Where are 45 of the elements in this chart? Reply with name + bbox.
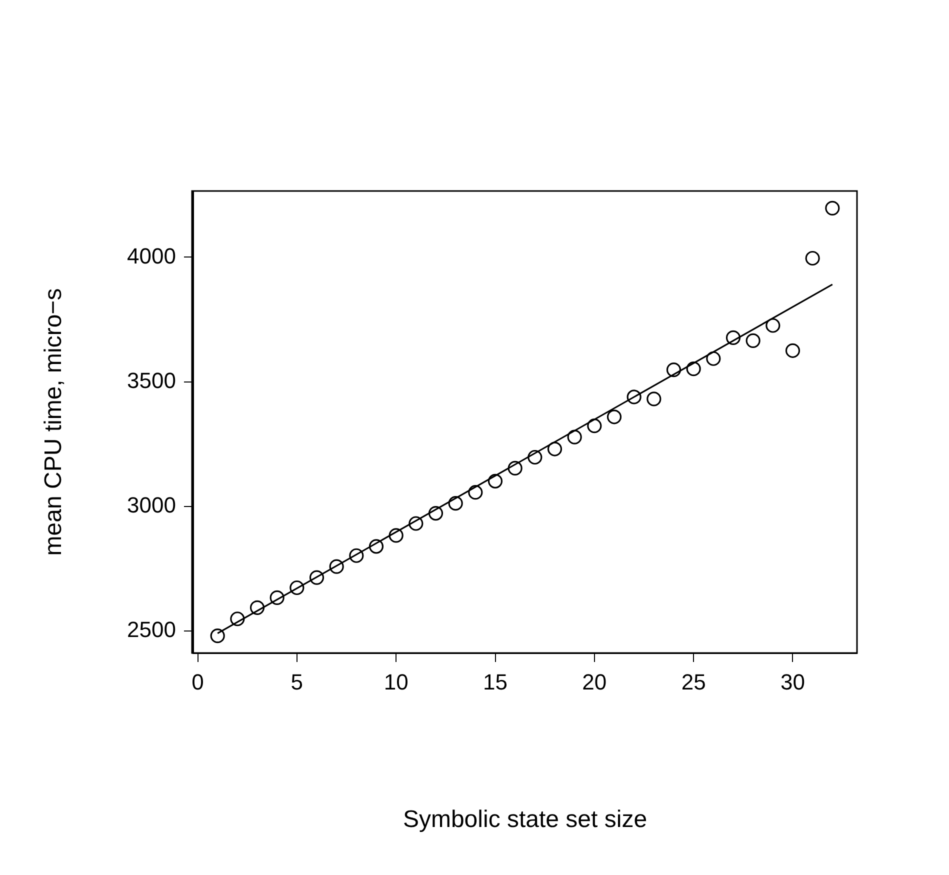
point	[567, 430, 582, 444]
point	[825, 200, 840, 216]
point	[408, 516, 424, 531]
point	[329, 559, 344, 574]
x-axis-title: Symbolic state set size	[402, 806, 648, 834]
point	[368, 539, 384, 554]
y-tick-label: 3500	[127, 368, 176, 393]
point	[706, 351, 721, 366]
point	[587, 418, 602, 434]
point	[468, 485, 483, 500]
point	[448, 496, 463, 511]
point	[626, 390, 642, 404]
x-tick-label: 10	[384, 669, 408, 694]
point	[508, 460, 522, 476]
point	[528, 450, 542, 465]
y-tick-label: 3000	[127, 492, 176, 518]
point	[349, 548, 364, 563]
y-tick-label: 2500	[127, 616, 176, 642]
x-tick-label: 5	[290, 669, 304, 694]
point	[686, 362, 701, 376]
point	[290, 580, 304, 596]
y-tick-label: 4000	[127, 243, 176, 268]
point	[210, 628, 225, 644]
point	[726, 330, 741, 345]
x-tick-label: 20	[582, 669, 607, 694]
point	[646, 392, 662, 406]
point	[766, 318, 780, 333]
point	[547, 442, 562, 456]
x-tick-label: 30	[780, 669, 805, 694]
y-axis-title: mean CPU time, micro−s	[40, 288, 68, 556]
point	[785, 343, 800, 358]
point	[309, 570, 324, 585]
point	[270, 590, 284, 606]
point	[805, 250, 820, 266]
point	[250, 600, 265, 615]
x-tick-label: 0	[192, 669, 204, 694]
x-tick-label: 25	[681, 669, 706, 694]
point	[230, 612, 245, 626]
point	[666, 362, 682, 378]
x-tick-label: 15	[483, 669, 508, 694]
point	[606, 410, 622, 424]
point	[428, 506, 444, 521]
point	[388, 528, 404, 543]
point	[746, 333, 760, 348]
point	[488, 474, 503, 488]
